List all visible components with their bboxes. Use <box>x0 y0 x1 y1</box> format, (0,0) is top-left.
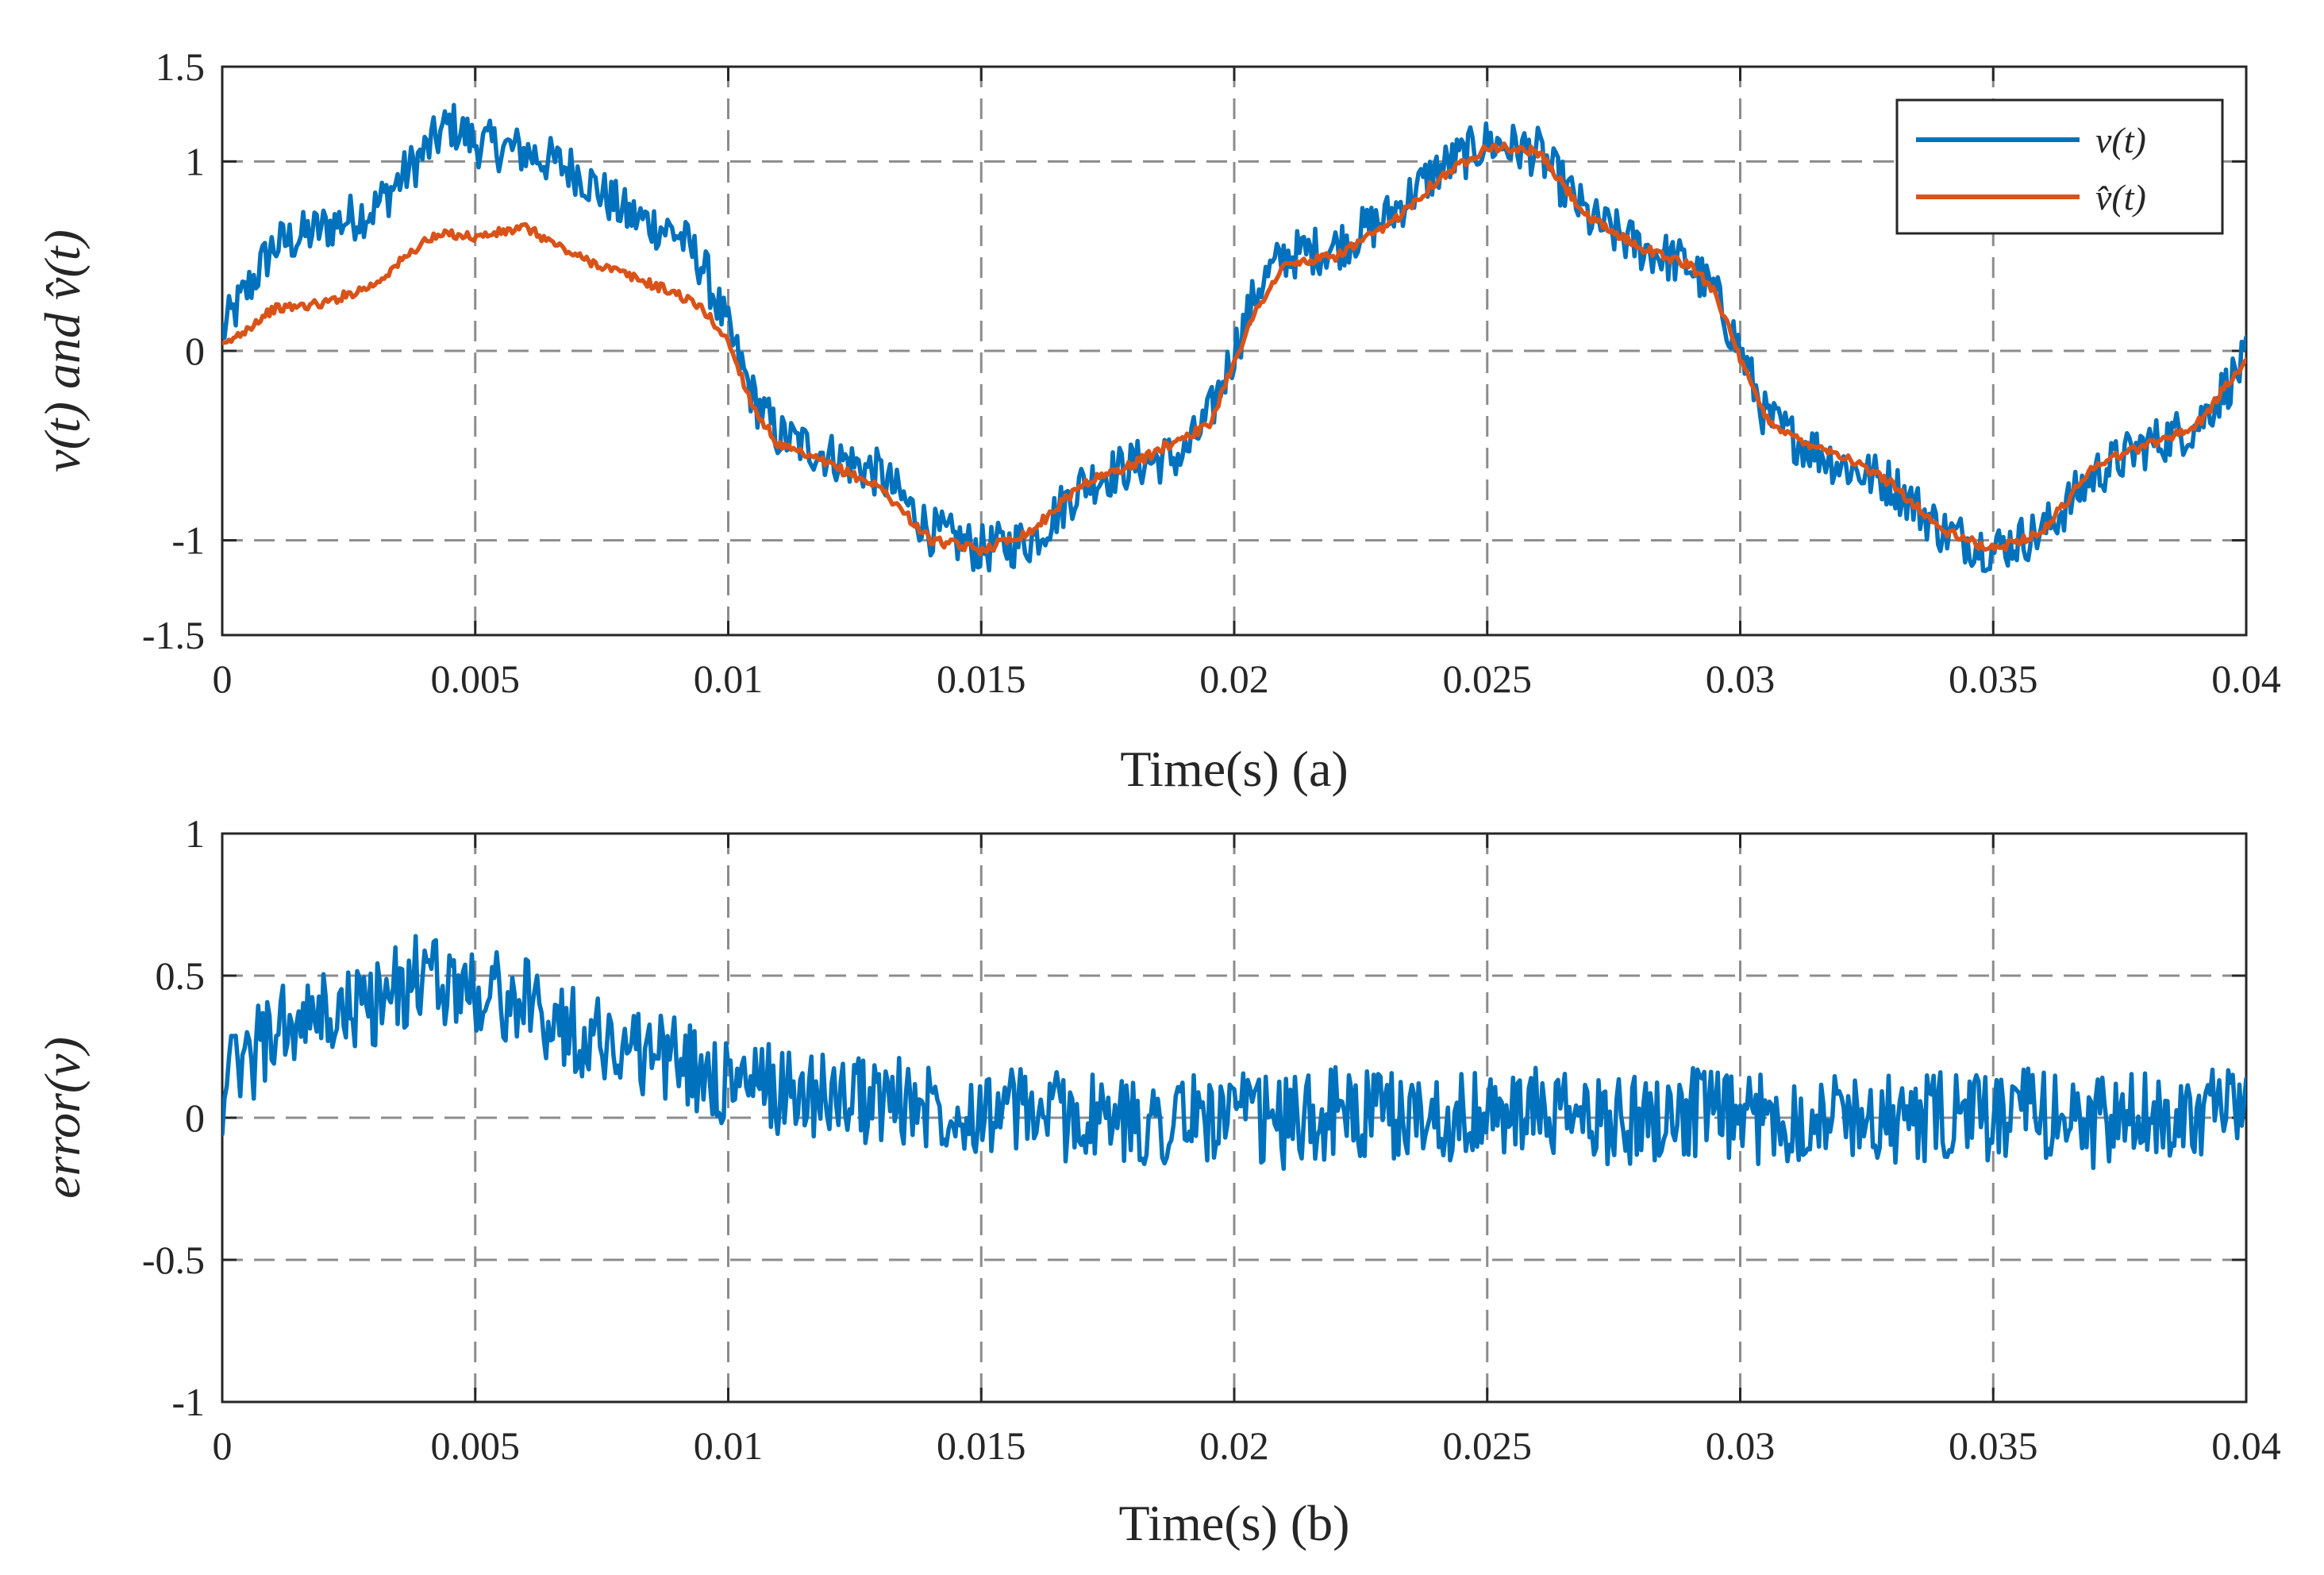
x-tick-label: 0.01 <box>694 1423 764 1468</box>
x-tick-label: 0.035 <box>1949 1423 2038 1468</box>
y-tick-label: 0 <box>185 1096 205 1140</box>
legend-box <box>1895 98 2224 235</box>
x-tick-label: 0 <box>213 657 233 701</box>
x-tick-label: 0.01 <box>694 657 764 701</box>
x-tick-label: 0 <box>213 1423 233 1468</box>
x-tick-label: 0.035 <box>1949 657 2038 701</box>
x-tick-label: 0.015 <box>937 1423 1026 1468</box>
x-tick-label: 0.005 <box>431 1423 521 1468</box>
y-axis-label: error(v) <box>34 1037 90 1199</box>
y-tick-label: 0.5 <box>156 953 206 998</box>
x-tick-label: 0.02 <box>1199 1423 1269 1468</box>
x-tick-label: 0.03 <box>1706 1423 1776 1468</box>
series-line-1 <box>222 934 2246 1171</box>
panel-b: 0 0.005 0.01 0.015 0.02 0.025 0.03 0.035 0.04 1 0.… <box>34 811 2281 1551</box>
legend: v(t) v̂(t) <box>1895 98 2224 235</box>
x-tick-label: 0.015 <box>937 657 1026 701</box>
y-axis-label: v(t) and v̂(t) <box>34 229 90 472</box>
x-axis-label: Time(s) (b) <box>1119 1495 1350 1551</box>
y-tick-label: -1 <box>171 1380 205 1424</box>
y-tick-label: -1 <box>171 518 205 563</box>
y-tick-label: 1.5 <box>156 44 206 89</box>
x-tick-label: 0.025 <box>1443 1423 1533 1468</box>
y-tick-label: -1.5 <box>142 613 205 657</box>
x-tick-label: 0.025 <box>1443 657 1533 701</box>
y-tick-label: -0.5 <box>142 1238 205 1282</box>
x-tick-label: 0.005 <box>431 657 521 701</box>
y-tick-label: 1 <box>185 139 205 183</box>
series-line-2 <box>222 141 2246 557</box>
x-tick-label: 0.04 <box>2211 657 2281 701</box>
x-tick-label: 0.04 <box>2211 1423 2281 1468</box>
legend-entry: v̂(t) <box>2095 177 2146 218</box>
x-tick-label: 0.02 <box>1199 657 1269 701</box>
y-tick-label: 1 <box>185 811 205 856</box>
x-tick-label: 0.03 <box>1706 657 1776 701</box>
panel-a: 0 0.005 0.01 0.015 0.02 0.025 0.03 0.035 0.04 1.5… <box>34 44 2281 797</box>
series-line-1 <box>222 102 2246 573</box>
x-axis-label: Time(s) (a) <box>1120 741 1348 797</box>
legend-entry: v(t) <box>2095 120 2146 160</box>
y-tick-label: 0 <box>185 329 205 373</box>
